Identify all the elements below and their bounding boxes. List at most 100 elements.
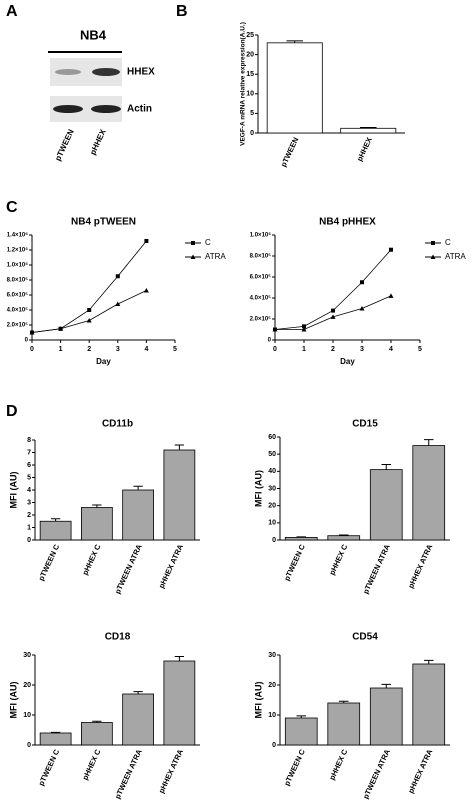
bar <box>81 722 113 746</box>
error-bar <box>338 700 349 703</box>
error-bar <box>296 536 307 538</box>
y-tick-label: 6.0×10⁵ <box>250 275 272 281</box>
marker <box>144 239 149 243</box>
legend-label: C <box>445 238 451 247</box>
y-tick-label: 5 <box>27 474 31 481</box>
error-bar <box>423 439 434 446</box>
y-axis-label: MFI (AU) <box>8 682 18 719</box>
x-tick-label: 4 <box>389 346 393 353</box>
x-tick-label: 5 <box>173 346 177 353</box>
x-axis-label: Day <box>340 357 355 366</box>
legend-marker <box>190 254 196 259</box>
y-tick-label: 0 <box>272 742 276 749</box>
chart-title: CD54 <box>352 632 378 643</box>
y-tick-label: 60 <box>268 434 276 441</box>
y-tick-label: 1.2×10⁶ <box>7 248 29 254</box>
y-tick-label: 0 <box>27 537 31 544</box>
panel-label: D <box>6 403 18 420</box>
error-bar <box>50 518 61 522</box>
marker <box>330 314 336 319</box>
y-tick-label: 4 <box>27 487 31 494</box>
y-tick-label: 0 <box>250 130 254 137</box>
y-tick-label: 20 <box>246 51 254 58</box>
bar <box>412 663 446 746</box>
y-tick-label: 1 <box>27 524 31 531</box>
legend-marker <box>430 254 436 259</box>
legend-label: ATRA <box>445 252 466 261</box>
chart-title: NB4 pHHEX <box>319 217 376 228</box>
x-tick-label: 5 <box>418 346 422 353</box>
y-axis-label: MFI (AU) <box>8 472 18 509</box>
chart-title: CD15 <box>352 419 378 430</box>
legend-label: ATRA <box>205 252 226 261</box>
y-tick-label: 8 <box>27 437 31 444</box>
y-tick-label: 10 <box>246 91 254 98</box>
y-tick-label: 2 <box>27 512 31 519</box>
x-tick-label: 1 <box>302 346 306 353</box>
y-tick-label: 30 <box>23 652 31 659</box>
x-tick-label: 1 <box>59 346 63 353</box>
legend-label: C <box>205 238 211 247</box>
x-tick-label: 4 <box>144 346 148 353</box>
panel-label: A <box>6 3 18 20</box>
y-tick-label: 0 <box>27 742 31 749</box>
bar <box>340 127 397 134</box>
marker <box>115 274 120 279</box>
error-bar <box>381 463 392 470</box>
y-tick-label: 30 <box>268 652 276 659</box>
error-bar <box>92 720 102 723</box>
marker <box>143 288 149 293</box>
marker <box>86 318 92 323</box>
chart-title: CD11b <box>102 419 133 430</box>
panel-label: B <box>176 3 188 20</box>
y-tick-label: 8.0×10⁵ <box>7 278 29 284</box>
blot-band <box>55 69 81 75</box>
blot-band <box>91 105 121 113</box>
y-tick-label: 2.0×10⁵ <box>7 323 29 329</box>
y-tick-label: 1.4×10⁶ <box>7 233 29 239</box>
marker <box>302 324 306 329</box>
error-bar <box>381 683 392 688</box>
error-bar <box>359 127 377 129</box>
y-tick-label: 4.0×10⁵ <box>250 296 272 302</box>
band-label: HHEX <box>127 67 155 78</box>
marker <box>331 308 335 313</box>
x-tick-label: 3 <box>116 346 120 353</box>
y-tick-label: 0 <box>268 338 272 344</box>
y-tick-label: 25 <box>246 32 254 39</box>
x-tick-label: 2 <box>87 346 91 353</box>
bar <box>163 660 196 746</box>
x-tick-label: 0 <box>30 346 34 353</box>
error-bar <box>423 659 434 664</box>
marker <box>301 327 307 332</box>
y-tick-label: 20 <box>268 682 276 689</box>
bar <box>327 702 361 746</box>
y-axis-label: VEGF-A mRNA relative expression(A.U.) <box>240 22 247 146</box>
error-bar <box>50 731 61 733</box>
blot-band <box>92 68 120 76</box>
bar <box>122 693 154 746</box>
error-bar <box>133 691 143 694</box>
y-tick-label: 0 <box>272 537 276 544</box>
y-tick-label: 30 <box>268 485 276 492</box>
x-tick-label: 2 <box>331 346 335 353</box>
marker <box>29 330 35 335</box>
marker <box>359 306 365 311</box>
blot-band <box>53 105 83 113</box>
chart-title: CD18 <box>105 632 131 643</box>
blot-title: NB4 <box>80 27 107 42</box>
y-tick-label: 10 <box>268 712 276 719</box>
bar <box>163 449 196 541</box>
marker <box>360 280 364 285</box>
error-bar <box>133 485 143 490</box>
y-tick-label: 50 <box>268 451 276 458</box>
y-tick-label: 6 <box>27 462 31 469</box>
error-bar <box>92 504 102 508</box>
legend-marker <box>191 241 195 245</box>
y-axis-label: MFI (AU) <box>253 682 263 719</box>
bar <box>412 445 446 541</box>
marker <box>272 327 278 332</box>
y-tick-label: 20 <box>268 503 276 510</box>
